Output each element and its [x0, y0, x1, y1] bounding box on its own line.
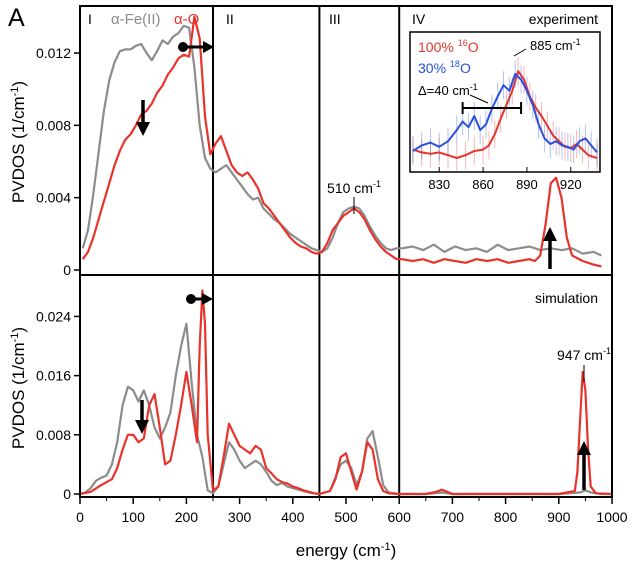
inset-xtick-label-3: 920	[560, 177, 582, 192]
experiment-label: experiment	[529, 11, 598, 27]
top-series-line-red	[81, 15, 602, 268]
top-series-line-gray	[81, 24, 602, 257]
xtick-label-9: 900	[547, 509, 571, 525]
xtick-label-0: 0	[76, 509, 84, 525]
inset-peak-label: 885 cm-1	[530, 37, 581, 53]
inset-delta-label: Δ=40 cm-1	[418, 82, 478, 98]
xtick-label-7: 700	[441, 509, 465, 525]
isotope-inset: 830 860 890 920 100% 16O 30% 18O 885 cm-1 Δ…	[409, 31, 601, 192]
band-510-label: 510 cm-1	[327, 179, 381, 196]
top-ytick-label-0: 0	[63, 262, 71, 278]
bottom-panel: 0 0.008 0.016 0.024 PVDOS (1/cm-1) 947 cm-1…	[9, 274, 613, 502]
inset-series	[412, 57, 598, 172]
top-ylabel: PVDOS (1/cm-1)	[9, 81, 28, 203]
inset-xtick-label-0: 830	[428, 177, 450, 192]
top-panel: 0 0.004 0.008 0.012 PVDOS (1/cm-1) I II III…	[9, 5, 613, 278]
xtick-label-2: 200	[175, 509, 199, 525]
inset-delta-pointer	[469, 94, 489, 104]
xtick-label-10: 1000	[596, 509, 627, 525]
bottom-y-ticks: 0 0.008 0.016 0.024	[36, 308, 80, 502]
simulation-label: simulation	[535, 290, 598, 306]
legend-gray-label: α-Fe(II)	[111, 11, 161, 28]
region-label-iii: III	[329, 11, 341, 27]
inset-legend-18o: 30% 18O	[418, 59, 471, 76]
inset-series-line-blue	[412, 73, 598, 154]
inset-legend-16o: 100% 16O	[418, 38, 479, 55]
region-label-ii: II	[226, 11, 234, 27]
x-axis-ticks: 0 100 200 300 400 500 600 700 800 900 1000	[76, 497, 628, 525]
x-axis-label: energy (cm-1)	[296, 541, 396, 560]
inset-xtick-label-1: 860	[472, 177, 494, 192]
inset-xtick-label-2: 890	[516, 177, 538, 192]
xtick-label-8: 800	[494, 509, 518, 525]
panel-letter: A	[8, 4, 25, 32]
bottom-shift-right-arrow-icon	[186, 293, 213, 305]
inset-frame	[409, 31, 601, 173]
bottom-region-dividers	[212, 275, 401, 497]
bottom-ytick-label-1: 0.008	[36, 427, 71, 443]
bottom-panel-frame	[79, 274, 613, 498]
legend-red-label: α-O	[174, 11, 199, 28]
top-region-dividers	[212, 6, 401, 275]
xtick-label-1: 100	[122, 509, 146, 525]
xtick-label-6: 600	[388, 509, 412, 525]
top-ytick-label-2: 0.008	[36, 117, 71, 133]
bottom-peak-label: 947 cm-1	[557, 346, 611, 363]
shift-right-arrow-icon	[178, 41, 214, 53]
xtick-label-5: 500	[334, 509, 358, 525]
top-y-ticks: 0 0.004 0.008 0.012	[36, 45, 80, 278]
up-arrow-icon	[543, 227, 557, 269]
bottom-up-arrow-icon	[577, 441, 591, 490]
xtick-label-4: 400	[281, 509, 305, 525]
inset-peak-pointer	[513, 48, 527, 57]
top-ytick-label-3: 0.012	[36, 45, 71, 61]
top-ytick-label-1: 0.004	[36, 190, 71, 206]
bottom-series	[79, 289, 613, 496]
bottom-ytick-label-2: 0.016	[36, 368, 71, 384]
region-label-i: I	[88, 11, 92, 27]
xtick-label-3: 300	[228, 509, 252, 525]
bottom-series-line-gray	[79, 322, 612, 496]
bottom-ylabel: PVDOS (1/cm-1)	[9, 327, 28, 449]
bottom-down-arrow-icon	[135, 400, 149, 434]
down-arrow-icon	[136, 100, 150, 136]
inset-x-ticks: 830 860 890 920	[428, 167, 582, 192]
region-label-iv: IV	[412, 11, 426, 27]
inset-delta-bar	[461, 102, 523, 114]
top-series	[81, 15, 602, 268]
bottom-series-line-red	[79, 289, 613, 496]
bottom-ytick-label-3: 0.024	[36, 308, 71, 324]
bottom-ytick-label-0: 0	[63, 486, 71, 502]
